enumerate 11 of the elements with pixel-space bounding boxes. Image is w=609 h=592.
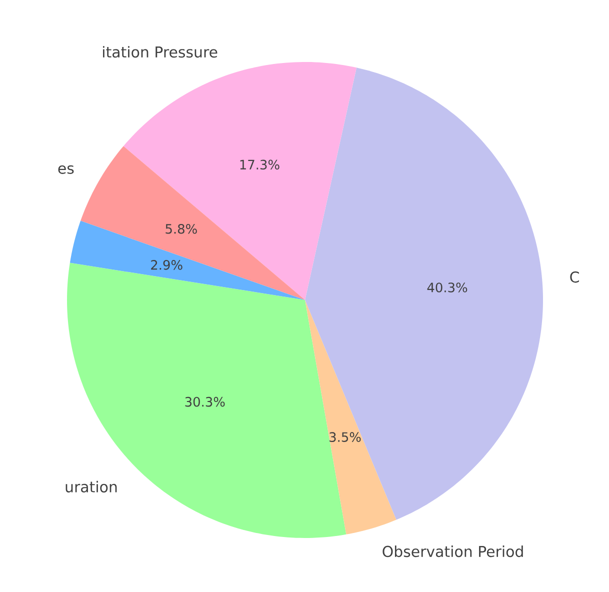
slice-label: es (58, 165, 74, 174)
slice-label: Observation Period (382, 546, 523, 558)
data-label: 3.5% (330, 432, 361, 442)
data-label: 17.3% (240, 160, 280, 170)
data-label: 2.9% (151, 260, 182, 270)
slice-label: uration (66, 480, 117, 492)
slice-label: itation Pressure (103, 46, 218, 58)
data-label: 30.3% (185, 396, 225, 407)
data-label: 40.3% (427, 282, 468, 292)
slice-label: C (570, 271, 579, 283)
data-label: 5.8% (166, 224, 197, 234)
